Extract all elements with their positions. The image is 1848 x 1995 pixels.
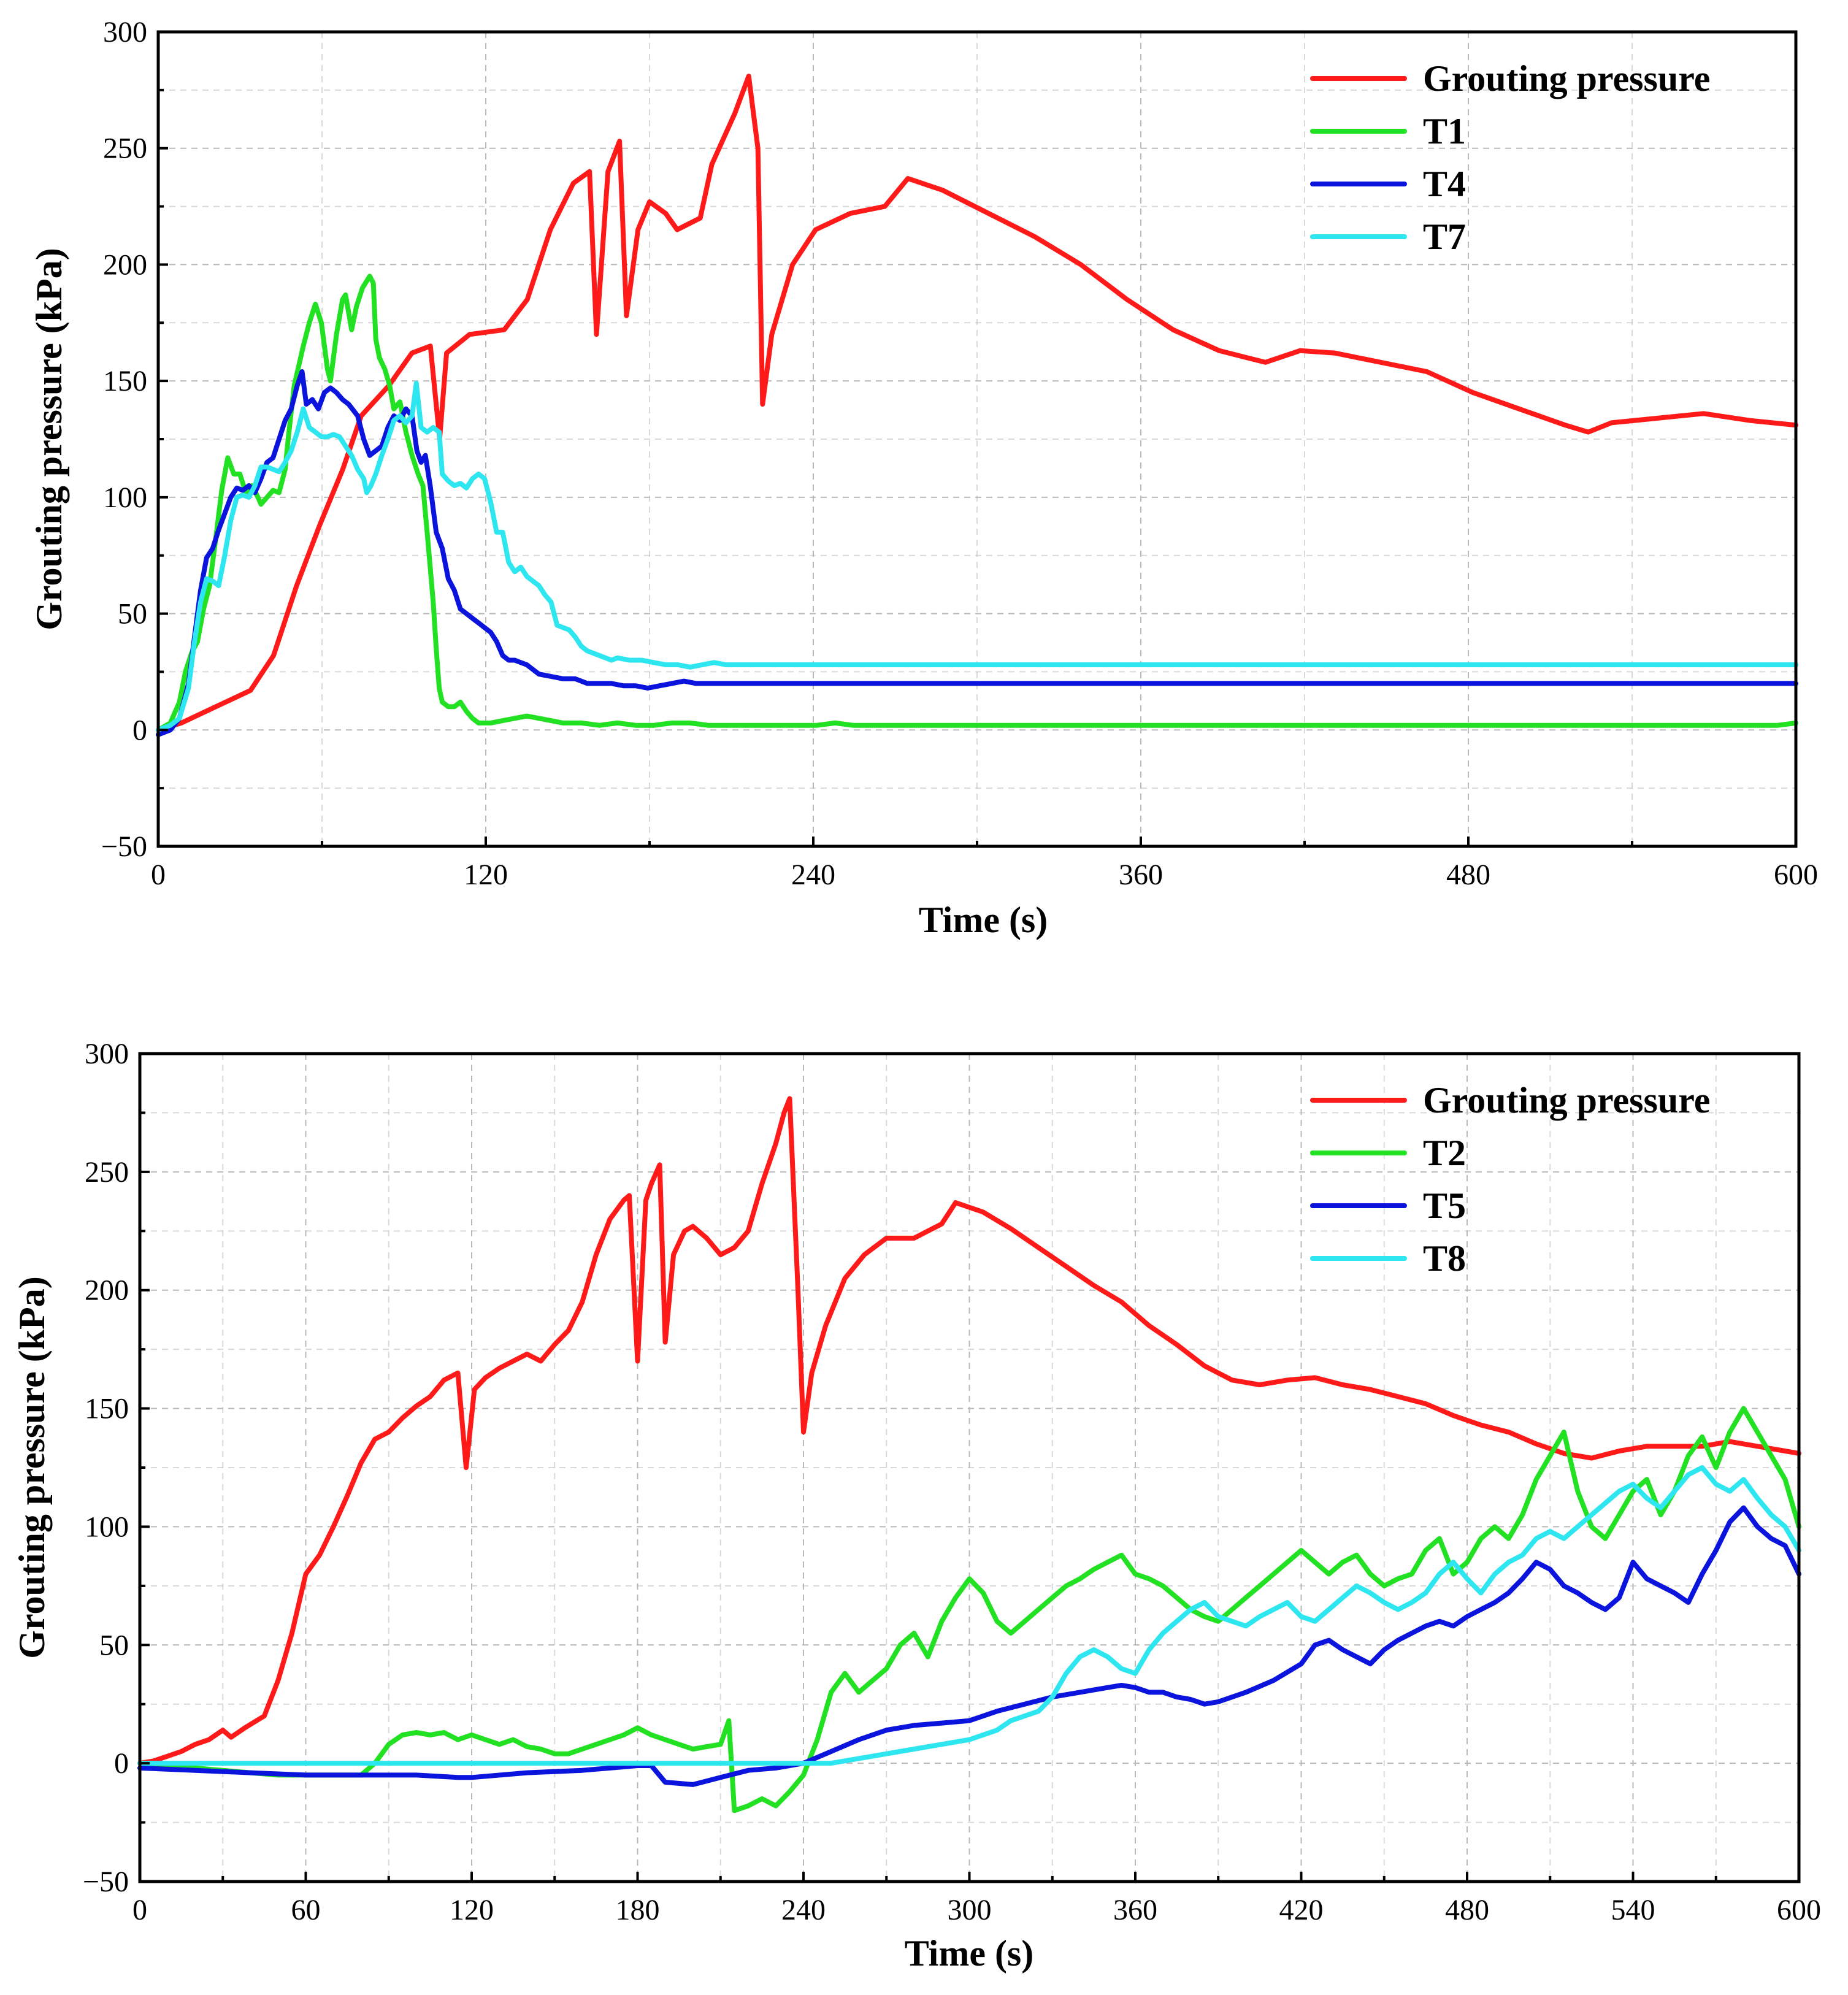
y-axis-title-top: Grouting pressure (kPa) (29, 248, 69, 630)
x-axis-title-bottom: Time (s) (905, 1933, 1034, 1974)
series-top (156, 74, 1798, 737)
y-tick-label: 0 (132, 714, 147, 746)
series-line-t1 (156, 274, 1798, 733)
y-tick-label: 150 (85, 1393, 129, 1425)
x-tick-label: 540 (1611, 1894, 1655, 1926)
x-tick-label: 600 (1774, 859, 1818, 891)
legend-label: T4 (1423, 164, 1466, 204)
series-line-t8 (137, 1465, 1801, 1766)
y-tick-label: 200 (85, 1274, 129, 1307)
series-line-grouting-pressure (156, 74, 1798, 733)
y-tick-label: 250 (103, 132, 147, 165)
x-tick-label: 120 (464, 859, 508, 891)
y-tick-label: −50 (83, 1866, 129, 1898)
x-tick-label: 300 (948, 1894, 992, 1926)
legend-top: Grouting pressure T1 T4 T7 (1310, 58, 1710, 257)
legend-label: T7 (1423, 216, 1466, 257)
legend-label: T8 (1423, 1238, 1466, 1279)
y-tick-label: 300 (85, 1038, 129, 1070)
grid-top (158, 32, 1796, 846)
x-tick-label: 480 (1445, 1894, 1489, 1926)
x-tick-label: 480 (1446, 859, 1490, 891)
legend-label: Grouting pressure (1423, 1080, 1710, 1120)
y-tick-label: 200 (103, 248, 147, 281)
series-bottom (137, 1096, 1801, 1813)
x-tick-label: 360 (1119, 859, 1163, 891)
x-axis-title-top: Time (s) (919, 900, 1048, 940)
x-tick-label: 360 (1113, 1894, 1157, 1926)
y-tick-label: 150 (103, 365, 147, 397)
series-line-t2 (137, 1406, 1801, 1813)
x-tick-label: 180 (616, 1894, 660, 1926)
y-tick-label: 250 (85, 1156, 129, 1189)
y-tick-label: 0 (114, 1747, 129, 1780)
legend-label: T2 (1423, 1133, 1466, 1173)
x-tick-label: 420 (1279, 1894, 1324, 1926)
y-tick-label: 50 (118, 598, 147, 630)
y-tick-label: 50 (99, 1629, 129, 1661)
legend-label: Grouting pressure (1423, 58, 1710, 99)
series-line-t7 (156, 380, 1798, 733)
y-tick-label: 100 (103, 481, 147, 514)
x-tick-label: 240 (791, 859, 835, 891)
y-tick-label: 300 (103, 16, 147, 48)
x-tick-label: 0 (151, 859, 166, 891)
series-line-t5 (137, 1505, 1801, 1787)
x-tick-label: 120 (450, 1894, 494, 1926)
series-line-t4 (156, 369, 1798, 737)
y-tick-label: −50 (101, 830, 147, 863)
x-tick-label: 240 (781, 1894, 826, 1926)
ticks-bottom: 0 60 120 180 240 300 360 420 480 540 600−500501001… (83, 1038, 1821, 1926)
x-tick-label: 0 (132, 1894, 147, 1926)
legend-bottom: Grouting pressure T2 T5 T8 (1310, 1080, 1710, 1279)
x-tick-label: 600 (1777, 1894, 1821, 1926)
series-line-grouting-pressure (137, 1096, 1801, 1766)
y-axis-title-bottom: Grouting pressure (kPa) (12, 1276, 52, 1658)
y-tick-label: 100 (85, 1511, 129, 1543)
legend-label: T1 (1423, 111, 1466, 151)
legend-label: T5 (1423, 1185, 1466, 1226)
grid-bottom (140, 1054, 1799, 1882)
x-tick-label: 60 (291, 1894, 321, 1926)
chart-bottom: 0 60 120 180 240 300 360 420 480 540 600−500501001… (12, 1038, 1821, 1974)
